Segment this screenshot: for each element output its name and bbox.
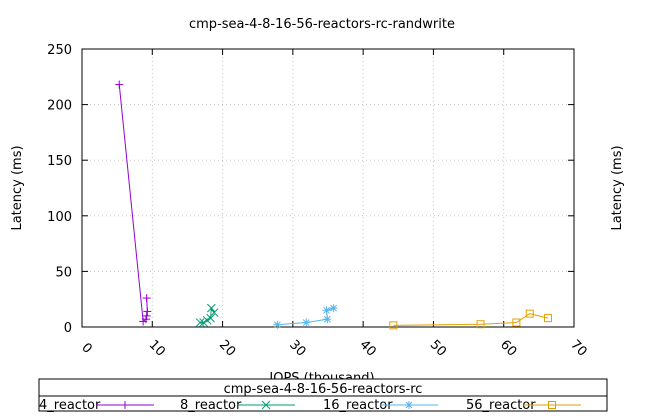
data-point [209,308,219,317]
x-tick-label: 60 [497,337,519,359]
data-point [143,307,152,316]
legend-sample-8_reactor [237,400,295,410]
series-16_reactor [273,304,338,329]
data-point [543,314,552,323]
data-point [329,304,338,313]
legend-items: 4_reactor 8_reactor 16_reactor 56_reactor [39,398,581,413]
data-point [115,80,124,89]
legend-sample-4_reactor [96,401,154,409]
x-tick-label: 10 [146,337,168,359]
series-4_reactor [115,80,152,326]
y-axis-label: Latency (ms) [10,145,25,230]
x-tick-label: 20 [216,337,238,359]
data-point [323,315,332,324]
chart-title: cmp-sea-4-8-16-56-reactors-rc-randwrite [189,17,455,32]
data-point [273,320,282,329]
data-point [389,321,398,330]
series-line [393,313,549,326]
legend-title: cmp-sea-4-8-16-56-reactors-rc [224,382,423,397]
data-point [206,313,215,323]
y-tick-label: 0 [64,321,72,336]
y-tick-label: 50 [55,265,72,280]
data-point [141,315,150,324]
data-point [142,311,151,320]
data-point [525,309,534,318]
y-tick-label: 250 [47,43,72,58]
data-point [476,320,485,329]
data-point [512,318,521,327]
series-8_reactor [195,303,219,327]
data-point [548,401,556,409]
axis-ticks: 0 50 100 150 200 250 0 10 20 30 40 50 60 70 [47,43,589,360]
y-tick-label: 200 [47,99,72,114]
data-point [206,303,216,313]
x-tick-label: 50 [427,337,449,359]
x-tick-label: 30 [286,337,308,359]
data-point [261,400,271,410]
data-point [142,294,151,303]
data-point [322,306,331,315]
y-tick-label: 100 [47,210,72,225]
x-tick-label: 0 [78,340,94,356]
data-point [405,401,413,409]
legend-sample-16_reactor [380,401,438,409]
x-tick-label: 70 [567,337,589,359]
data-point [121,401,129,409]
grid [82,49,574,327]
data-point [302,318,311,327]
legend-label: 8_reactor [180,398,242,413]
legend-label: 56_reactor [466,398,536,413]
series-56_reactor [389,309,552,330]
legend-label: 4_reactor [39,398,101,413]
series-line [118,84,148,323]
legend: cmp-sea-4-8-16-56-reactors-rc 4_reactor 8… [38,378,608,413]
legend-sample-56_reactor [523,401,581,409]
x-tick-label: 40 [356,337,378,359]
legend-box [38,378,608,412]
series-layer [115,80,552,330]
y-tick-label: 150 [47,154,72,169]
plot-frame [81,48,575,328]
data-point [195,318,205,327]
y-axis-label-right: Latency (ms) [610,145,625,230]
legend-label: 16_reactor [323,398,393,413]
